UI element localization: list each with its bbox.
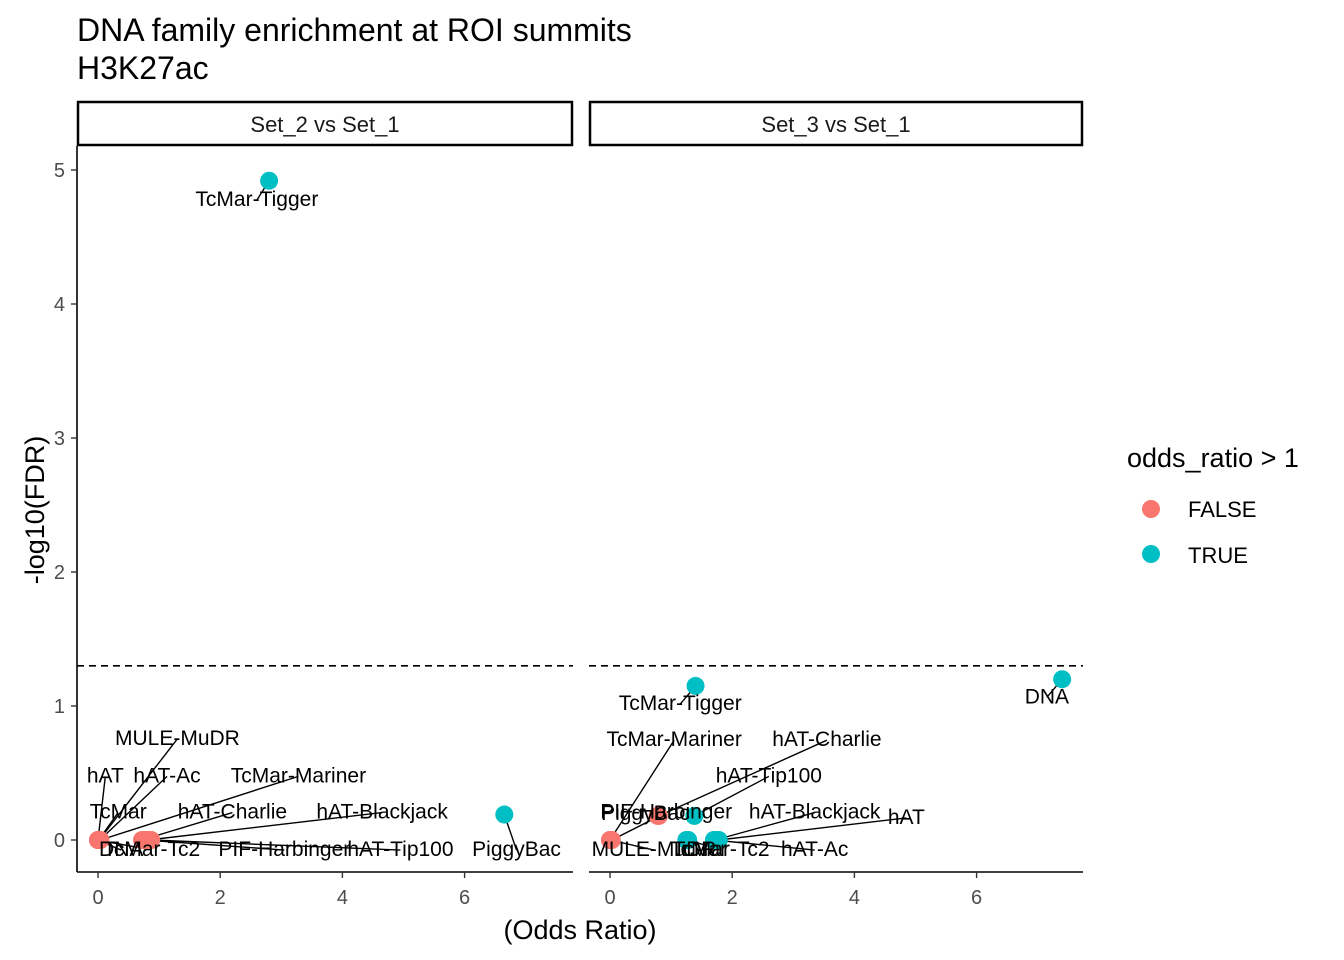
facet-strip-label: Set_2 vs Set_1: [250, 112, 399, 137]
data-points: [601, 670, 1072, 849]
connector-hat-blackjack: [148, 811, 383, 841]
point-hat-tip100: [685, 806, 704, 825]
connector-tcmar-mariner: [100, 775, 299, 841]
point-labels: TcMar-Tigger PiggyBac MULE-MuDR hAT hAT-Ac Tc…: [87, 188, 561, 861]
y-tick-label: 5: [54, 160, 65, 182]
data-points: [89, 171, 514, 849]
label-hat-tip100: hAT-Tip100: [716, 764, 822, 787]
label-hat-blackjack: hAT-Blackjack: [316, 801, 448, 824]
label-tcmar-tigger: TcMar-Tigger: [195, 188, 318, 211]
facet-panel-1: Set_2 vs Set_1 0 1 2 3 4 5 0 2 4 6 TcMar-Tigger Pigg…: [54, 100, 574, 909]
y-tick-label: 3: [54, 428, 65, 450]
legend-key-true: [1142, 545, 1160, 563]
x-tick-label: 6: [459, 887, 470, 909]
label-hat-tip100: hAT-Tip100: [347, 838, 453, 861]
x-tick-label: 6: [971, 887, 982, 909]
y-tick-label: 4: [54, 294, 65, 316]
label-dna: DNA: [99, 838, 143, 861]
label-mule-mudr: MULE-MuDR: [115, 727, 240, 750]
connector-hat-tip100: [151, 839, 401, 851]
facet-strip-label: Set_3 vs Set_1: [761, 112, 910, 137]
connector-hat: [718, 817, 907, 841]
label-piggybac: PiggyBac: [472, 838, 561, 861]
label-piggybac: PiggyBac: [601, 802, 690, 825]
legend-key-false: [1142, 500, 1160, 518]
point-tcmar-tigger: [686, 676, 705, 695]
label-tcmar-tigger: TcMar-Tigger: [619, 692, 742, 715]
point-hat-ac: [704, 831, 723, 849]
point-tcmar: [677, 831, 696, 849]
label-tcmar-tc2: TcMar-Tc2: [673, 838, 770, 861]
x-tick-label: 0: [604, 887, 615, 909]
connector-mule-mudr: [98, 738, 178, 841]
label-tcmar-mariner: TcMar-Mariner: [231, 764, 366, 787]
legend: odds_ratio > 1 FALSE TRUE: [1127, 443, 1299, 568]
label-tcmar-tc2: TcMar-Tc2: [103, 838, 200, 861]
label-hat: hAT: [888, 806, 925, 829]
label-hat-charlie: hAT-Charlie: [178, 801, 287, 824]
connector-hat-ac: [99, 775, 168, 841]
point-dna: [1053, 670, 1072, 689]
label-hat-charlie: hAT-Charlie: [772, 728, 881, 751]
x-tick-label: 0: [92, 887, 103, 909]
point-hat-tip100: [142, 831, 161, 849]
connector-hat-charlie: [658, 739, 828, 817]
y-tick-label: 2: [54, 562, 65, 584]
label-pif-harbinger: PIF-Harbinger: [218, 838, 350, 861]
point-piggybac: [648, 806, 667, 825]
facet-panels: Set_2 vs Set_1 0 1 2 3 4 5 0 2 4 6 TcMar-Tigger Pigg…: [54, 100, 1084, 909]
y-axis-title: -log10(FDR): [20, 436, 50, 585]
connector-hat-tip100: [693, 775, 770, 817]
label-tcmar: TcMar: [670, 838, 727, 861]
label-pif-harbinger: PIF-Harbinger: [600, 801, 732, 824]
label-tcmar: TcMar: [90, 801, 147, 824]
facet-strip: [588, 100, 1084, 147]
facet-panel-2: Set_3 vs Set_1 0 2 4 6 TcMar-Tigger DNA TcMar-M…: [588, 100, 1084, 909]
legend-label-true: TRUE: [1188, 543, 1248, 568]
point-labels: TcMar-Tigger DNA TcMar-Mariner hAT-Charlie h…: [592, 685, 1069, 861]
x-tick-label: 2: [727, 887, 738, 909]
point-tcmar-tigger: [260, 171, 279, 190]
connector-hat-blackjack: [714, 811, 815, 841]
x-tick-label: 4: [337, 887, 348, 909]
point-piggybac: [495, 805, 514, 824]
connector-tcmar-mariner: [609, 739, 675, 841]
label-hat-ac: hAT-Ac: [781, 838, 848, 861]
point-dna: [89, 831, 107, 849]
chart-title: DNA family enrichment at ROI summits: [77, 12, 632, 48]
chart-subtitle: H3K27ac: [77, 50, 209, 86]
label-hat-blackjack: hAT-Blackjack: [749, 801, 881, 824]
connector-pif-harbinger: [144, 839, 285, 851]
connector-hat: [97, 776, 107, 841]
legend-label-false: FALSE: [1188, 497, 1256, 522]
label-dna: DNA: [1025, 685, 1069, 708]
x-tick-label: 2: [215, 887, 226, 909]
x-tick-label: 4: [849, 887, 860, 909]
label-mule-mudr: MULE-MuDR: [592, 838, 717, 861]
connector-hat-ac: [713, 839, 815, 851]
legend-title: odds_ratio > 1: [1127, 443, 1299, 473]
label-hat-ac: hAT-Ac: [133, 764, 200, 787]
label-tcmar-mariner: TcMar-Mariner: [606, 728, 741, 751]
point-mule-mudr: [601, 831, 619, 849]
facet-strip: [76, 100, 574, 147]
label-hat: hAT: [87, 764, 124, 787]
y-tick-label: 1: [54, 696, 65, 718]
x-axis-title: (Odds Ratio): [503, 915, 656, 945]
y-tick-label: 0: [54, 830, 65, 852]
